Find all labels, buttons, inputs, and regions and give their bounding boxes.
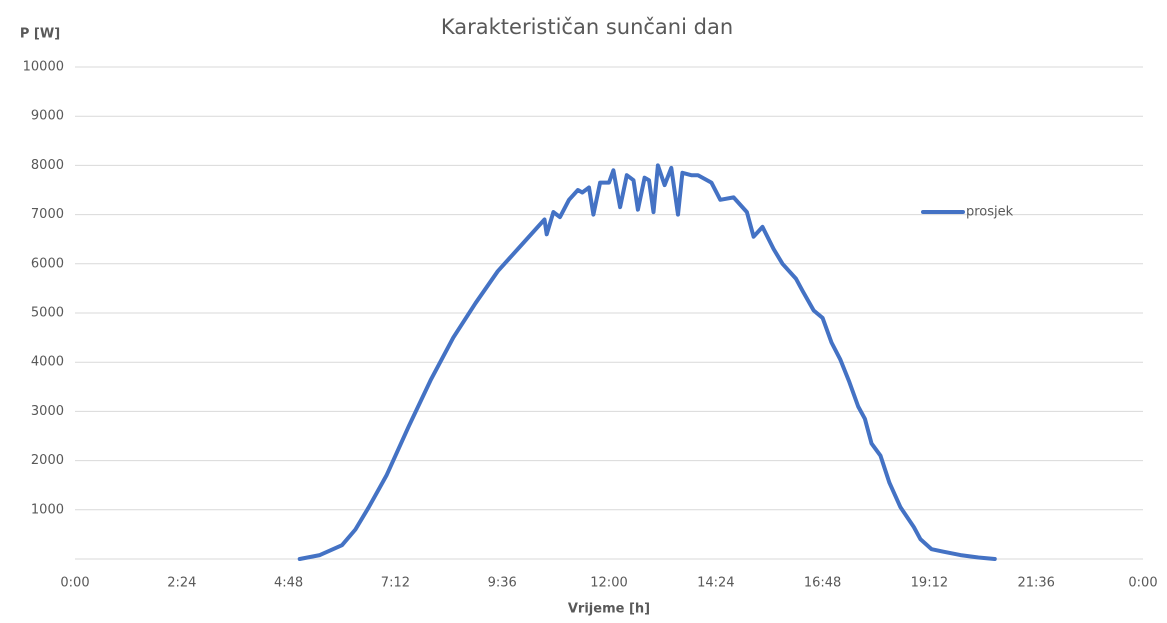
x-tick-label: 0:00	[60, 576, 89, 591]
x-axis-title: Vrijeme [h]	[568, 602, 650, 617]
y-tick-label: 10000	[23, 60, 64, 75]
y-tick-label: 9000	[31, 109, 64, 124]
y-tick-label: 7000	[31, 207, 64, 222]
y-tick-label: 1000	[31, 502, 64, 517]
y-tick-label: 3000	[31, 404, 64, 419]
x-tick-label: 2:24	[167, 576, 196, 591]
x-tick-label: 9:36	[488, 576, 517, 591]
legend-label: prosjek	[966, 205, 1014, 220]
x-tick-label: 16:48	[804, 576, 841, 591]
y-tick-label: 8000	[31, 158, 64, 173]
y-tick-label: 2000	[31, 453, 64, 468]
x-tick-label: 0:00	[1128, 576, 1157, 591]
x-tick-label: 19:12	[911, 576, 948, 591]
x-tick-label: 14:24	[697, 576, 734, 591]
x-tick-label: 21:36	[1017, 576, 1054, 591]
y-tick-label: 5000	[31, 306, 64, 321]
y-tick-label: 4000	[31, 355, 64, 370]
x-tick-label: 12:00	[590, 576, 627, 591]
line-series	[297, 163, 997, 561]
y-tick-label: 6000	[31, 256, 64, 271]
y-axis-title: P [W]	[20, 27, 60, 42]
x-tick-label: 4:48	[274, 576, 303, 591]
x-tick-label: 7:12	[381, 576, 410, 591]
chart-title: Karakterističan sunčani dan	[441, 15, 733, 39]
